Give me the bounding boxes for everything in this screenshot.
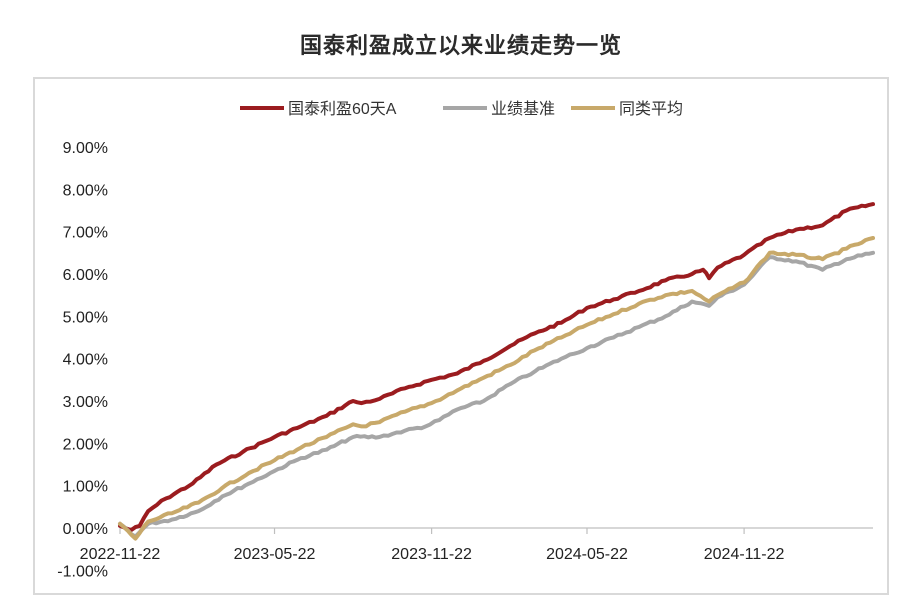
series-line (118, 236, 875, 541)
y-tick-label: 3.00% (63, 394, 108, 411)
y-tick-label: 2.00% (63, 436, 108, 453)
y-tick-label: -1.00% (57, 563, 108, 580)
y-tick-label: 4.00% (63, 352, 108, 369)
series-line (118, 250, 875, 539)
x-tick-label: 2022-11-22 (80, 546, 161, 563)
y-tick-label: 6.00% (63, 267, 108, 284)
chart-frame (33, 77, 889, 595)
y-tick-label: 5.00% (63, 309, 108, 326)
legend-label: 业绩基准 (491, 100, 555, 118)
legend-label: 国泰利盈60天A (288, 100, 397, 118)
x-tick-label: 2023-11-22 (391, 546, 472, 563)
series-line (118, 202, 875, 533)
chart-title: 国泰利盈成立以来业绩走势一览 (299, 33, 622, 58)
y-tick-label: 7.00% (63, 225, 108, 242)
y-tick-label: 1.00% (63, 479, 108, 496)
y-tick-label: 8.00% (63, 182, 108, 199)
legend-label: 同类平均 (619, 100, 683, 118)
x-tick-label: 2024-05-22 (546, 546, 628, 563)
x-tick-label: 2023-05-22 (234, 546, 316, 563)
y-tick-label: 0.00% (63, 521, 108, 538)
x-tick-label: 2024-11-22 (704, 546, 785, 563)
y-tick-label: 9.00% (63, 140, 108, 157)
